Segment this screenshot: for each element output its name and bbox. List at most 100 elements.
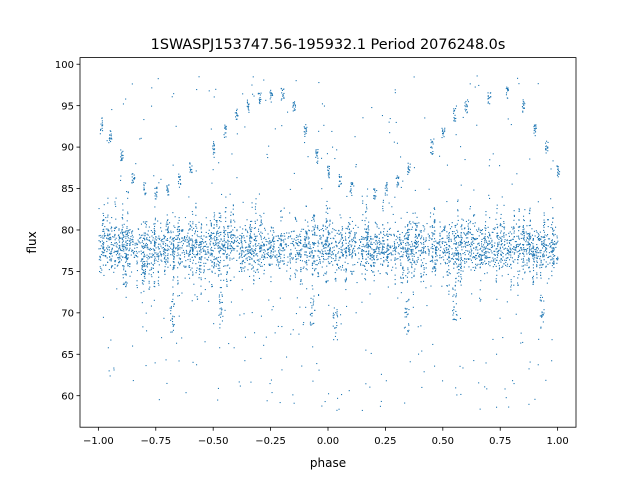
data-point [232, 234, 234, 236]
data-point [223, 245, 225, 247]
data-point [99, 248, 101, 250]
data-point [488, 235, 490, 237]
data-point [451, 231, 453, 233]
data-point [351, 244, 353, 246]
data-point [264, 236, 266, 238]
data-point [395, 251, 397, 253]
data-point [518, 210, 520, 212]
data-point [189, 228, 191, 230]
data-point [553, 260, 555, 262]
data-point [461, 246, 463, 248]
data-point [500, 250, 502, 252]
data-point [125, 261, 127, 263]
data-point [241, 269, 243, 271]
data-point [114, 261, 116, 263]
data-point [263, 273, 265, 275]
data-point [204, 253, 206, 255]
data-point [526, 248, 528, 250]
data-point [532, 248, 534, 250]
data-point [329, 220, 331, 222]
data-point [557, 256, 559, 258]
data-point [380, 252, 382, 254]
data-point [102, 229, 104, 231]
data-point [246, 105, 248, 107]
data-point [460, 284, 462, 286]
data-point [218, 242, 220, 244]
data-point [338, 242, 340, 244]
data-point [439, 221, 441, 223]
data-point [432, 343, 434, 345]
data-point [345, 250, 347, 252]
data-point [428, 239, 430, 241]
data-point [434, 262, 436, 264]
data-point [442, 237, 444, 239]
data-point [136, 242, 138, 244]
data-point [411, 243, 413, 245]
data-point [212, 145, 214, 147]
data-point [204, 289, 206, 291]
data-point [429, 260, 431, 262]
data-point [345, 247, 347, 249]
data-point [427, 233, 429, 235]
data-point [173, 277, 175, 279]
data-point [219, 240, 221, 242]
data-point [455, 134, 457, 136]
data-point [500, 217, 502, 219]
data-point [194, 242, 196, 244]
data-point [367, 231, 369, 233]
data-point [168, 191, 170, 193]
data-point [223, 229, 225, 231]
data-point [402, 277, 404, 279]
data-point [466, 241, 468, 243]
data-point [203, 269, 205, 271]
data-point [456, 243, 458, 245]
data-point [111, 255, 113, 257]
data-point [541, 266, 543, 268]
data-point [109, 239, 111, 241]
data-point [143, 271, 145, 273]
data-point [283, 254, 285, 256]
data-point [395, 177, 397, 179]
data-point [267, 157, 269, 159]
data-point [123, 236, 125, 238]
data-point [170, 247, 172, 249]
data-point [154, 198, 156, 200]
data-point [135, 163, 137, 165]
data-point [203, 265, 205, 267]
data-point [333, 238, 335, 240]
data-point [335, 244, 337, 246]
data-point [226, 247, 228, 249]
data-point [428, 188, 430, 190]
data-point [246, 219, 248, 221]
data-point [550, 168, 552, 170]
data-point [480, 280, 482, 282]
data-point [305, 205, 307, 207]
data-point [463, 232, 465, 234]
data-point [318, 229, 320, 231]
data-point [114, 234, 116, 236]
data-point [231, 238, 233, 240]
data-point [542, 264, 544, 266]
data-point [125, 255, 127, 257]
data-point [349, 235, 351, 237]
data-point [145, 192, 147, 194]
data-point [251, 264, 253, 266]
data-point [535, 248, 537, 250]
data-point [223, 136, 225, 138]
data-point [552, 242, 554, 244]
data-point [278, 251, 280, 253]
data-point [552, 217, 554, 219]
data-point [158, 284, 160, 286]
data-point [200, 271, 202, 273]
data-point [421, 235, 423, 237]
data-point [126, 226, 128, 228]
data-point [168, 184, 170, 186]
data-point [474, 86, 476, 88]
data-point [512, 238, 514, 240]
data-point [110, 251, 112, 253]
data-point [113, 227, 115, 229]
data-point [281, 92, 283, 94]
data-point [413, 274, 415, 276]
data-point [239, 256, 241, 258]
data-point [451, 248, 453, 250]
